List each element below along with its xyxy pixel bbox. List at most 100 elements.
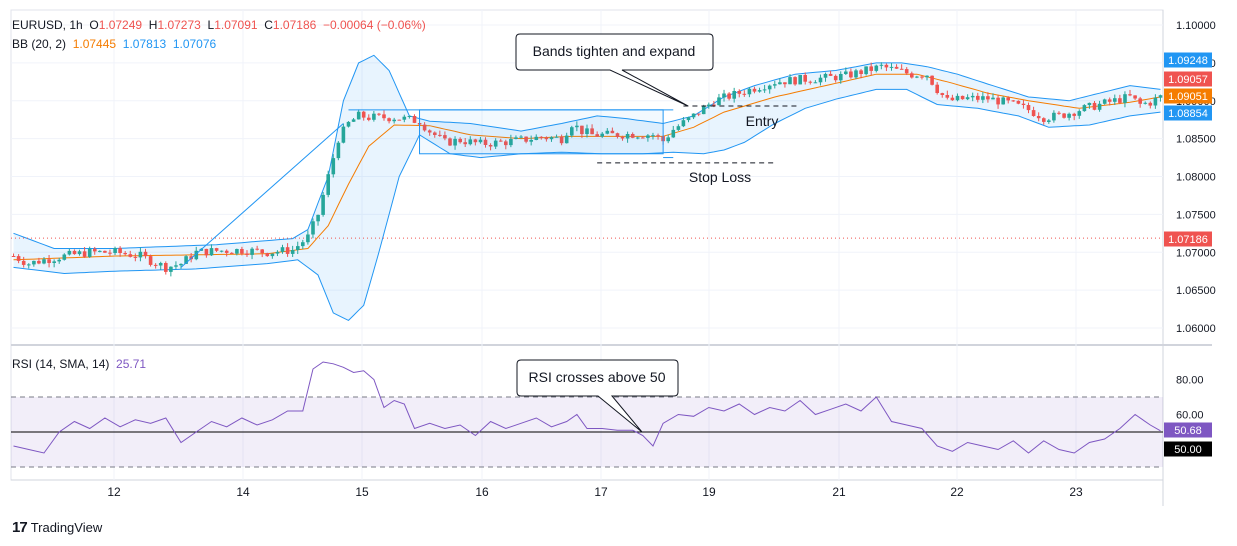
candle-body bbox=[204, 248, 209, 256]
candle-body bbox=[859, 70, 863, 74]
bollinger-bands bbox=[11, 54, 1163, 322]
low-label: L bbox=[207, 18, 215, 32]
candle-body bbox=[1107, 99, 1112, 102]
candle-body bbox=[402, 116, 407, 120]
candle-body bbox=[1092, 102, 1097, 110]
candle-body bbox=[174, 265, 178, 267]
candle-body bbox=[1072, 113, 1076, 116]
candle-body bbox=[722, 93, 726, 98]
candle-body bbox=[828, 73, 833, 76]
candle-body bbox=[62, 254, 67, 260]
tradingview-logo-icon: 17 bbox=[12, 519, 28, 536]
candle-body bbox=[590, 128, 594, 135]
rsi-callout[interactable]: RSI crosses above 50 bbox=[516, 359, 679, 433]
time-tick-label: 23 bbox=[1069, 485, 1083, 499]
candle-body bbox=[945, 95, 950, 98]
candle-body bbox=[209, 248, 214, 256]
candle-body bbox=[1042, 118, 1046, 122]
open-label: O bbox=[89, 18, 99, 32]
candle-body bbox=[1097, 103, 1102, 110]
brand-label: TradingView bbox=[30, 520, 103, 535]
candle-body bbox=[245, 253, 249, 255]
candle-body bbox=[788, 77, 792, 85]
candle-body bbox=[184, 256, 188, 264]
candle-body bbox=[407, 116, 412, 117]
candle-body bbox=[179, 263, 183, 266]
candle-body bbox=[904, 69, 909, 74]
low-value: 1.07091 bbox=[214, 18, 258, 32]
candle-body bbox=[1026, 105, 1031, 111]
candle-body bbox=[849, 71, 853, 78]
candle-body bbox=[488, 145, 493, 147]
candle-body bbox=[270, 253, 275, 257]
candle-body bbox=[280, 247, 285, 252]
high-value: 1.07273 bbox=[157, 18, 201, 32]
candle-body bbox=[346, 121, 351, 127]
candle-body bbox=[864, 66, 868, 75]
candle-body bbox=[301, 242, 305, 247]
candle-body bbox=[965, 97, 970, 100]
candle-body bbox=[1087, 102, 1092, 106]
high-label: H bbox=[148, 18, 158, 32]
candle-body bbox=[67, 250, 72, 255]
candle-body bbox=[778, 82, 782, 85]
candle-body bbox=[712, 104, 716, 106]
candle-body bbox=[1158, 95, 1163, 98]
bb-lower-line bbox=[13, 88, 1161, 322]
candle-body bbox=[935, 84, 939, 93]
candle-body bbox=[361, 111, 366, 118]
entry-label: Entry bbox=[746, 113, 779, 129]
bb-fill bbox=[13, 55, 1161, 321]
candle-body bbox=[559, 136, 564, 144]
candle-body bbox=[767, 85, 772, 90]
bb-basis-value: 1.07445 bbox=[72, 37, 117, 51]
candle-body bbox=[412, 116, 417, 123]
bands-callout-text: Bands tighten and expand bbox=[533, 43, 696, 59]
candle-body bbox=[255, 248, 259, 250]
candle-body bbox=[153, 264, 158, 266]
candle-body bbox=[148, 256, 153, 265]
candle-body bbox=[433, 132, 437, 135]
candle-body bbox=[691, 113, 696, 118]
rsi-label: RSI (14, SMA, 14) bbox=[12, 357, 110, 371]
price-badge bbox=[1164, 52, 1212, 68]
bands-callout[interactable]: Bands tighten and expand bbox=[515, 33, 714, 107]
candle-body bbox=[422, 124, 427, 131]
candle-body bbox=[641, 137, 645, 139]
candle-body bbox=[534, 136, 539, 140]
candle-body bbox=[1057, 112, 1061, 114]
candle-body bbox=[1062, 113, 1066, 118]
rsi-callout-shape bbox=[516, 359, 679, 433]
candle-body bbox=[1001, 97, 1005, 105]
time-tick-label: 12 bbox=[107, 485, 121, 499]
candle-body bbox=[651, 135, 655, 137]
candle-body bbox=[742, 93, 747, 95]
candle-body bbox=[52, 261, 56, 263]
candle-body bbox=[666, 137, 670, 142]
grid-lines bbox=[10, 9, 1212, 506]
candle-body bbox=[1067, 113, 1071, 118]
close-label: C bbox=[264, 18, 273, 32]
candle-body bbox=[920, 76, 924, 78]
candle-body bbox=[392, 119, 396, 122]
candle-body bbox=[1123, 94, 1127, 103]
rsi-panel bbox=[11, 361, 1163, 468]
candle-body bbox=[625, 134, 630, 139]
candle-body bbox=[77, 251, 82, 255]
candle-body bbox=[108, 252, 112, 254]
open-value: 1.07249 bbox=[98, 18, 143, 32]
time-tick-label: 15 bbox=[355, 485, 369, 499]
candle-body bbox=[438, 134, 442, 136]
price-badge-label: 1.08854 bbox=[1168, 108, 1208, 120]
candle-body bbox=[82, 251, 87, 257]
candle-body bbox=[372, 113, 376, 120]
candle-body bbox=[646, 135, 650, 138]
candle-body bbox=[290, 250, 295, 254]
candle-body bbox=[549, 137, 554, 140]
candle-body bbox=[448, 138, 452, 146]
price-tick-label: 1.06500 bbox=[1176, 285, 1216, 297]
candle-body bbox=[879, 64, 884, 66]
candle-body bbox=[367, 117, 371, 120]
candle-body bbox=[478, 139, 483, 143]
